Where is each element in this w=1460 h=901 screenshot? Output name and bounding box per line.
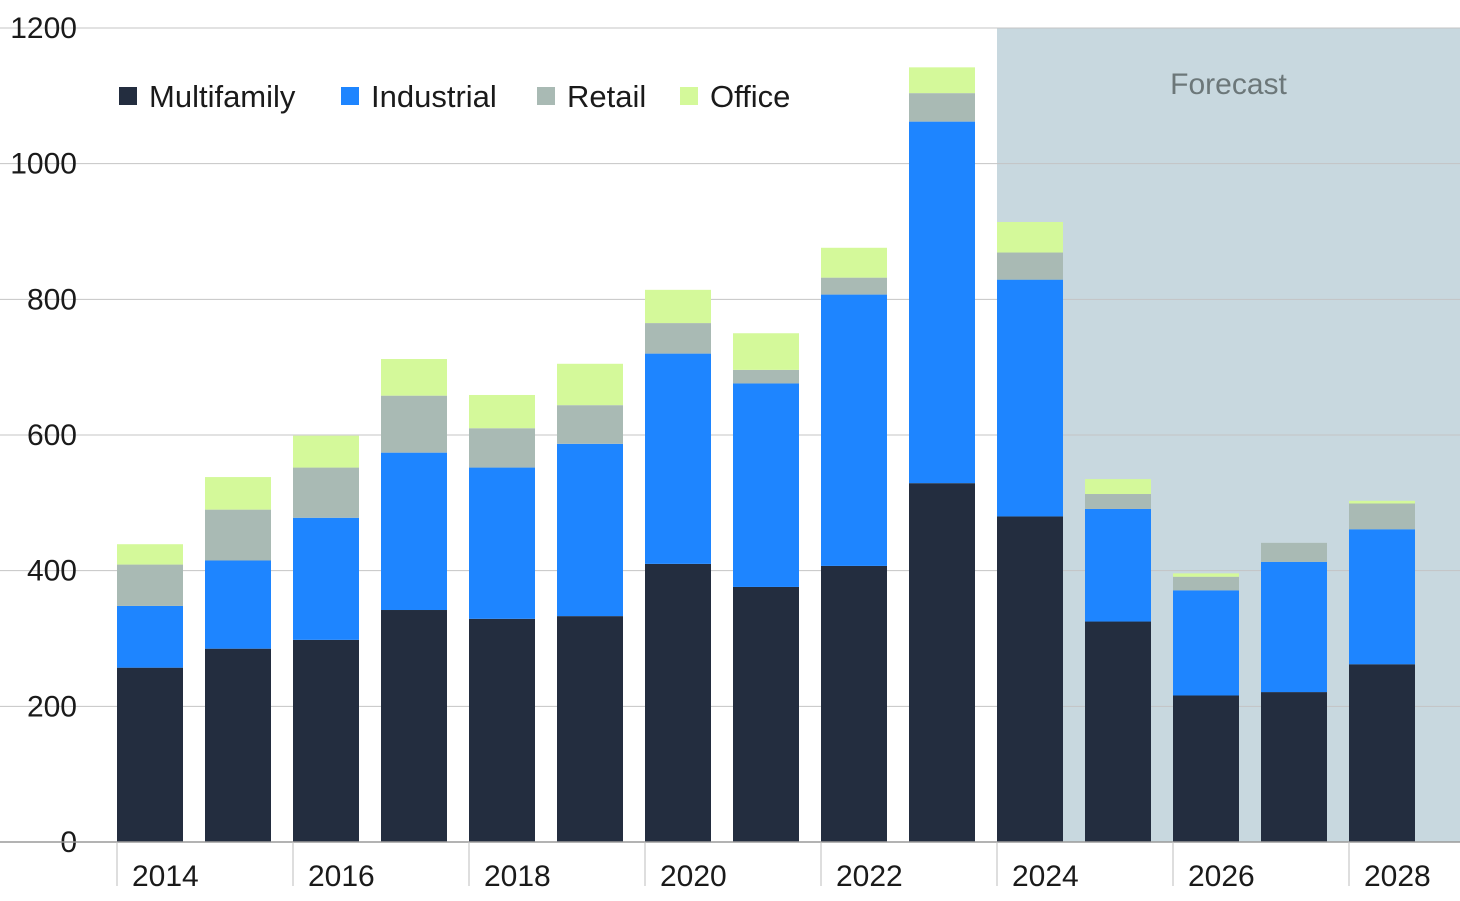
bar-industrial-2024 — [997, 279, 1063, 517]
bar-industrial-2023 — [909, 121, 975, 484]
bar-industrial-2016 — [293, 517, 359, 640]
bar-multifamily-2027 — [1261, 692, 1327, 842]
bar-industrial-2019 — [557, 443, 623, 617]
bar-retail-2018 — [469, 428, 535, 468]
y-tick-label: 200 — [27, 690, 77, 723]
bar-industrial-2017 — [381, 452, 447, 611]
bar-industrial-2021 — [733, 383, 799, 587]
bar-multifamily-2021 — [733, 586, 799, 842]
bar-retail-2019 — [557, 405, 623, 444]
bar-industrial-2026 — [1173, 590, 1239, 696]
bar-retail-2015 — [205, 509, 271, 561]
y-tick-label: 600 — [27, 419, 77, 452]
legend-swatch-multifamily — [119, 87, 137, 105]
bar-multifamily-2014 — [117, 667, 183, 842]
x-tick-label: 2026 — [1188, 860, 1255, 893]
legend-label-industrial: Industrial — [371, 79, 497, 114]
bar-office-2019 — [557, 363, 623, 406]
y-tick-label: 400 — [27, 555, 77, 588]
x-tick-label: 2020 — [660, 860, 727, 893]
bar-multifamily-2024 — [997, 516, 1063, 842]
bar-office-2014 — [117, 544, 183, 565]
bar-multifamily-2022 — [821, 565, 887, 842]
y-tick-label: 1000 — [10, 148, 77, 181]
bar-retail-2021 — [733, 369, 799, 384]
bar-retail-2016 — [293, 467, 359, 518]
legend-swatch-retail — [537, 87, 555, 105]
x-tick-label: 2022 — [836, 860, 903, 893]
bar-multifamily-2023 — [909, 483, 975, 842]
bar-industrial-2027 — [1261, 561, 1327, 693]
bar-multifamily-2025 — [1085, 621, 1151, 842]
bar-retail-2023 — [909, 93, 975, 122]
legend-label-retail: Retail — [567, 79, 646, 114]
bar-retail-2020 — [645, 323, 711, 354]
bar-retail-2028 — [1349, 503, 1415, 530]
bar-office-2018 — [469, 394, 535, 429]
legend: Multifamily Industrial Retail Office — [119, 79, 790, 114]
x-axis: 2014 2016 2018 2020 2022 2024 2026 2028 — [0, 841, 1460, 893]
bar-office-2017 — [381, 359, 447, 396]
bar-multifamily-2028 — [1349, 664, 1415, 842]
bar-office-2025 — [1085, 479, 1151, 495]
bar-multifamily-2020 — [645, 563, 711, 842]
bar-retail-2026 — [1173, 576, 1239, 591]
bar-office-2023 — [909, 67, 975, 94]
bar-office-2016 — [293, 435, 359, 468]
bars — [117, 67, 1415, 842]
x-tick-label: 2028 — [1364, 860, 1431, 893]
x-tick-label: 2016 — [308, 860, 375, 893]
bar-office-2026 — [1173, 573, 1239, 577]
bar-multifamily-2016 — [293, 639, 359, 842]
legend-label-office: Office — [710, 79, 790, 114]
bar-retail-2025 — [1085, 494, 1151, 509]
bar-industrial-2025 — [1085, 508, 1151, 622]
bar-multifamily-2017 — [381, 610, 447, 842]
bar-industrial-2020 — [645, 353, 711, 564]
bar-office-2022 — [821, 247, 887, 278]
bar-retail-2027 — [1261, 542, 1327, 562]
x-tick-label: 2024 — [1012, 860, 1079, 893]
bar-industrial-2018 — [469, 467, 535, 619]
bar-industrial-2015 — [205, 560, 271, 649]
bar-office-2021 — [733, 333, 799, 370]
bar-industrial-2022 — [821, 294, 887, 566]
bar-retail-2024 — [997, 252, 1063, 280]
bar-office-2015 — [205, 477, 271, 510]
bar-office-2020 — [645, 289, 711, 324]
y-tick-label: 1200 — [10, 12, 77, 45]
bar-multifamily-2015 — [205, 648, 271, 842]
bar-office-2028 — [1349, 500, 1415, 504]
bar-retail-2022 — [821, 277, 887, 295]
bar-industrial-2014 — [117, 605, 183, 668]
bar-multifamily-2019 — [557, 616, 623, 842]
legend-swatch-industrial — [341, 87, 359, 105]
forecast-label: Forecast — [1170, 68, 1287, 101]
bar-industrial-2028 — [1349, 529, 1415, 665]
bar-multifamily-2018 — [469, 618, 535, 842]
x-tick-label: 2018 — [484, 860, 551, 893]
y-tick-label: 800 — [27, 283, 77, 316]
x-tick-label: 2014 — [132, 860, 199, 893]
bar-retail-2014 — [117, 564, 183, 606]
bar-retail-2017 — [381, 395, 447, 453]
bar-multifamily-2026 — [1173, 695, 1239, 842]
legend-label-multifamily: Multifamily — [149, 79, 296, 114]
bar-office-2024 — [997, 222, 1063, 253]
legend-swatch-office — [680, 87, 698, 105]
